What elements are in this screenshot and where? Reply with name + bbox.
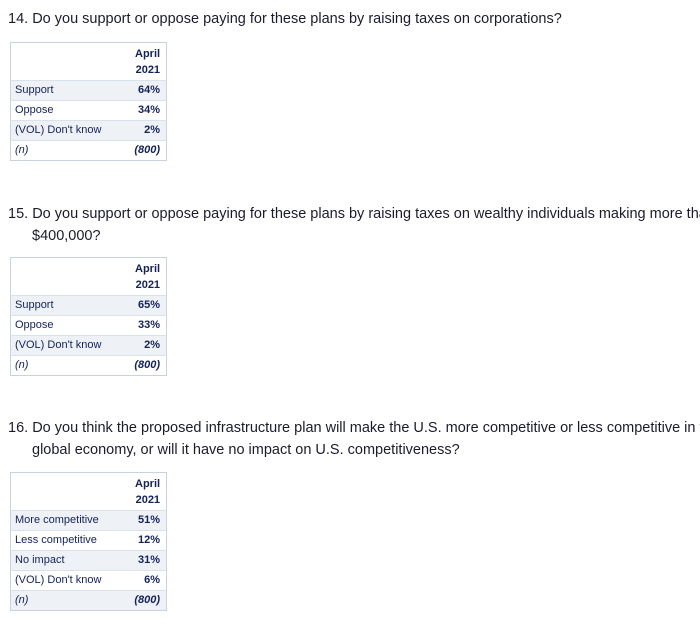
table-row: More competitive 51% xyxy=(10,510,167,531)
header-blank xyxy=(10,257,129,296)
column-header-year: 2021 xyxy=(135,494,161,506)
row-label: No impact xyxy=(10,550,129,571)
table-row: Support 64% xyxy=(10,80,167,101)
question-16: 16. Do you think the proposed infrastruc… xyxy=(8,417,700,461)
row-label: Oppose xyxy=(10,315,129,336)
table-row: (n) (800) xyxy=(10,140,167,161)
row-value: 6% xyxy=(129,570,167,591)
row-value: 12% xyxy=(129,530,167,551)
table-row: (n) (800) xyxy=(10,590,167,611)
table-row: (VOL) Don't know 2% xyxy=(10,335,167,356)
question-text: Do you support or oppose paying for thes… xyxy=(32,11,562,27)
row-value: (800) xyxy=(129,590,167,611)
question-14: 14. Do you support or oppose paying for … xyxy=(8,8,698,30)
row-value: 2% xyxy=(129,120,167,141)
column-header-month: April xyxy=(135,48,161,60)
row-label: Oppose xyxy=(10,100,129,121)
column-header-year: 2021 xyxy=(135,279,161,291)
results-table-15: April 2021 Support 65% Oppose 33% (VOL) … xyxy=(10,257,168,376)
table-row: (VOL) Don't know 2% xyxy=(10,120,167,141)
table-row: (VOL) Don't know 6% xyxy=(10,570,167,591)
table-row: (n) (800) xyxy=(10,355,167,376)
column-header: April 2021 xyxy=(129,472,167,511)
table-row: Less competitive 12% xyxy=(10,530,167,551)
results-table-16: April 2021 More competitive 51% Less com… xyxy=(10,472,168,611)
table-row: No impact 31% xyxy=(10,550,167,571)
question-number: 14. xyxy=(8,11,29,27)
table-row: Oppose 33% xyxy=(10,315,167,336)
row-label: (n) xyxy=(10,140,129,161)
row-label: (VOL) Don't know xyxy=(10,335,129,356)
question-15: 15. Do you support or oppose paying for … xyxy=(8,203,700,247)
row-value: 51% xyxy=(129,510,167,531)
row-value: (800) xyxy=(129,140,167,161)
question-number: 16. xyxy=(8,420,29,436)
results-table-14: April 2021 Support 64% Oppose 34% (VOL) … xyxy=(10,42,168,161)
row-label: More competitive xyxy=(10,510,129,531)
column-header-year: 2021 xyxy=(135,64,161,76)
row-value: 33% xyxy=(129,315,167,336)
question-text: Do you support or oppose paying for thes… xyxy=(32,206,700,244)
column-header-month: April xyxy=(135,263,161,275)
row-label: (n) xyxy=(10,590,129,611)
column-header-month: April xyxy=(135,478,161,490)
row-label: Less competitive xyxy=(10,530,129,551)
header-blank xyxy=(10,472,129,511)
row-label: (n) xyxy=(10,355,129,376)
row-value: 34% xyxy=(129,100,167,121)
table-row: Oppose 34% xyxy=(10,100,167,121)
row-label: (VOL) Don't know xyxy=(10,570,129,591)
row-value: (800) xyxy=(129,355,167,376)
row-label: (VOL) Don't know xyxy=(10,120,129,141)
column-header: April 2021 xyxy=(129,42,167,81)
row-label: Support xyxy=(10,80,129,101)
row-label: Support xyxy=(10,295,129,316)
row-value: 2% xyxy=(129,335,167,356)
row-value: 64% xyxy=(129,80,167,101)
row-value: 31% xyxy=(129,550,167,571)
table-row: Support 65% xyxy=(10,295,167,316)
header-blank xyxy=(10,42,129,81)
row-value: 65% xyxy=(129,295,167,316)
question-number: 15. xyxy=(8,206,29,222)
question-text: Do you think the proposed infrastructure… xyxy=(32,420,700,458)
column-header: April 2021 xyxy=(129,257,167,296)
